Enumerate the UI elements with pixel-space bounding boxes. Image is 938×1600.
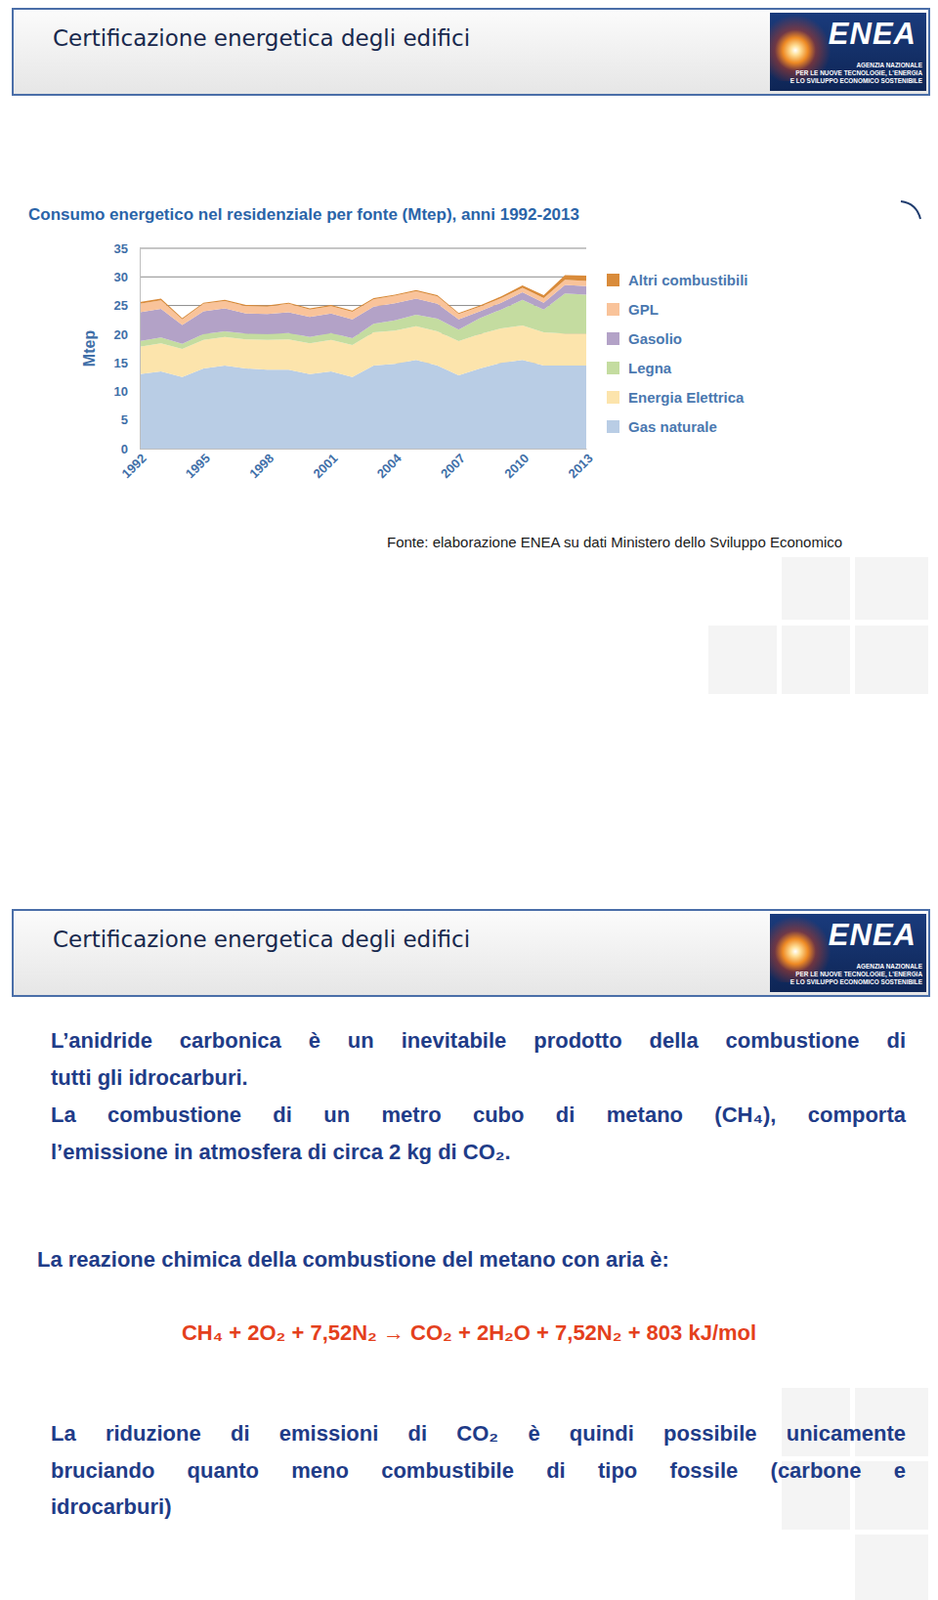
legend-label: Gas naturale	[628, 418, 718, 435]
legend-entry: Gasolio	[606, 330, 683, 347]
paragraph-line: l’emissione in atmosfera di circa 2 kg d…	[50, 1133, 906, 1171]
legend-swatch	[606, 302, 620, 316]
y-axis-line	[139, 249, 141, 450]
x-tick: 2004	[374, 448, 406, 481]
x-tick-label: 2010	[501, 450, 532, 481]
decor-layer	[0, 0, 938, 1600]
x-tick-label: 2001	[309, 450, 341, 481]
slide-header: Certificazione energetica degli edifici E…	[11, 7, 931, 96]
area-series	[139, 359, 587, 449]
logo-text: PER LE NUOVE TECNOLOGIE, L'ENERGIA	[795, 970, 923, 978]
x-axis-line	[140, 448, 588, 450]
grid-line	[139, 276, 587, 278]
decor-square	[781, 625, 851, 694]
decor-square	[854, 625, 929, 694]
intro-text: La reazione chimica della combustione de…	[37, 1240, 907, 1279]
legend-swatch	[606, 361, 620, 375]
legend-swatch	[606, 390, 620, 404]
header-title: Certificazione energetica degli edifici	[52, 926, 470, 952]
logo-text: E LO SVILUPPO ECONOMICO SOSTENIBILE	[790, 77, 923, 85]
y-tick: 30	[114, 269, 140, 285]
x-tick: 2001	[309, 448, 341, 481]
chart: Consumo energetico nel residenziale per …	[0, 0, 938, 587]
y-tick-label: 5	[121, 412, 128, 427]
logo-name: ENEA	[828, 917, 917, 953]
y-tick: 10	[114, 383, 140, 399]
chart-title: Consumo energetico nel residenziale per …	[28, 205, 580, 224]
x-tick: 1992	[119, 448, 150, 481]
logo-text: E LO SVILUPPO ECONOMICO SOSTENIBILE	[790, 978, 923, 985]
decor-square	[854, 1534, 929, 1600]
y-tick: 35	[114, 241, 140, 256]
grid	[139, 248, 587, 449]
y-tick-label: 30	[114, 269, 128, 285]
slide-header: Certificazione energetica degli edifici E…	[11, 908, 931, 997]
logo-name: ENEA	[828, 16, 917, 52]
paragraph-line: tutti gli idrocarburi.	[50, 1059, 906, 1097]
legend-label: Energia Elettrica	[628, 388, 745, 406]
x-tick-label: 1992	[119, 450, 150, 481]
x-tick: 2007	[437, 448, 469, 481]
legend-entry: Altri combustibili	[606, 271, 749, 289]
logo-text: PER LE NUOVE TECNOLOGIE, L'ENERGIA	[795, 69, 923, 77]
y-tick-label: 10	[114, 383, 128, 399]
legend-label: Gasolio	[628, 330, 683, 347]
legend-swatch	[606, 273, 620, 287]
legend: Altri combustibili GPL Gasolio Legna Energia…	[606, 271, 749, 435]
equation: CH₄ + 2O₂ + 7,52N₂ → CO₂ + 2H₂O + 7,52N₂…	[39, 1314, 899, 1352]
x-tick-label: 2013	[565, 450, 597, 481]
y-tick: 20	[114, 327, 140, 342]
decor-square	[781, 556, 851, 620]
x-tick: 1998	[246, 448, 277, 481]
y-tick: 25	[114, 298, 140, 313]
chart-source: Fonte: elaborazione ENEA su dati Ministe…	[386, 533, 843, 551]
y-tick-label: 0	[121, 441, 128, 457]
x-tick: 2010	[501, 448, 532, 481]
y-axis-title: Mtep	[81, 330, 98, 368]
decor-swoosh	[900, 201, 921, 219]
legend-label: Altri combustibili	[628, 271, 749, 289]
y-axis: 0 5 10 15 20 25 30 35	[114, 241, 141, 457]
legend-label: GPL	[628, 300, 659, 318]
logo: ENEA AGENZIA NAZIONALEPER LE NUOVE TECNOL…	[769, 12, 927, 91]
y-tick: 15	[114, 355, 140, 371]
y-tick-label: 15	[114, 355, 128, 371]
x-axis: 1992 1995 1998 2001 2004 2007 2010 2013	[119, 448, 597, 481]
paragraph-line: L’anidride carbonica è un inevitabile pr…	[50, 1022, 906, 1060]
header-title: Certificazione energetica degli edifici	[52, 25, 470, 51]
conclusion-line: bruciando quanto meno combustibile di ti…	[50, 1451, 906, 1490]
y-tick: 5	[121, 412, 140, 427]
conclusion-line: idrocarburi)	[50, 1488, 906, 1526]
y-tick-label: 25	[114, 298, 128, 313]
legend-entry: Gas naturale	[606, 418, 718, 435]
logo-text: AGENZIA NAZIONALE	[855, 61, 923, 69]
grid-line	[139, 248, 587, 250]
paragraph-line: La combustione di un metro cubo di metan…	[50, 1096, 906, 1134]
logo-text: AGENZIA NAZIONALE	[855, 962, 923, 970]
x-tick-label: 2004	[374, 450, 406, 482]
legend-entry: Energia Elettrica	[606, 388, 745, 406]
plot-area	[139, 275, 587, 449]
legend-swatch	[606, 332, 620, 345]
decor-square	[854, 556, 929, 620]
decor-square	[708, 625, 777, 694]
area-series	[139, 275, 587, 320]
x-tick-label: 2007	[437, 450, 469, 481]
legend-label: Legna	[628, 359, 673, 377]
page: Certificazione energetica degli edifici E…	[0, 0, 938, 1600]
legend-entry: GPL	[606, 300, 659, 318]
legend-swatch	[606, 420, 620, 433]
logo: ENEA AGENZIA NAZIONALEPER LE NUOVE TECNOL…	[769, 913, 927, 992]
x-tick-label: 1998	[246, 450, 277, 481]
y-tick-label: 35	[114, 241, 128, 256]
legend-entry: Legna	[606, 359, 673, 377]
x-tick: 1995	[182, 448, 214, 481]
conclusion-line: La riduzione di emissioni di CO₂ è quind…	[50, 1414, 906, 1452]
y-tick-label: 20	[114, 327, 128, 342]
x-tick-label: 1995	[182, 450, 214, 481]
x-tick: 2013	[565, 448, 597, 481]
